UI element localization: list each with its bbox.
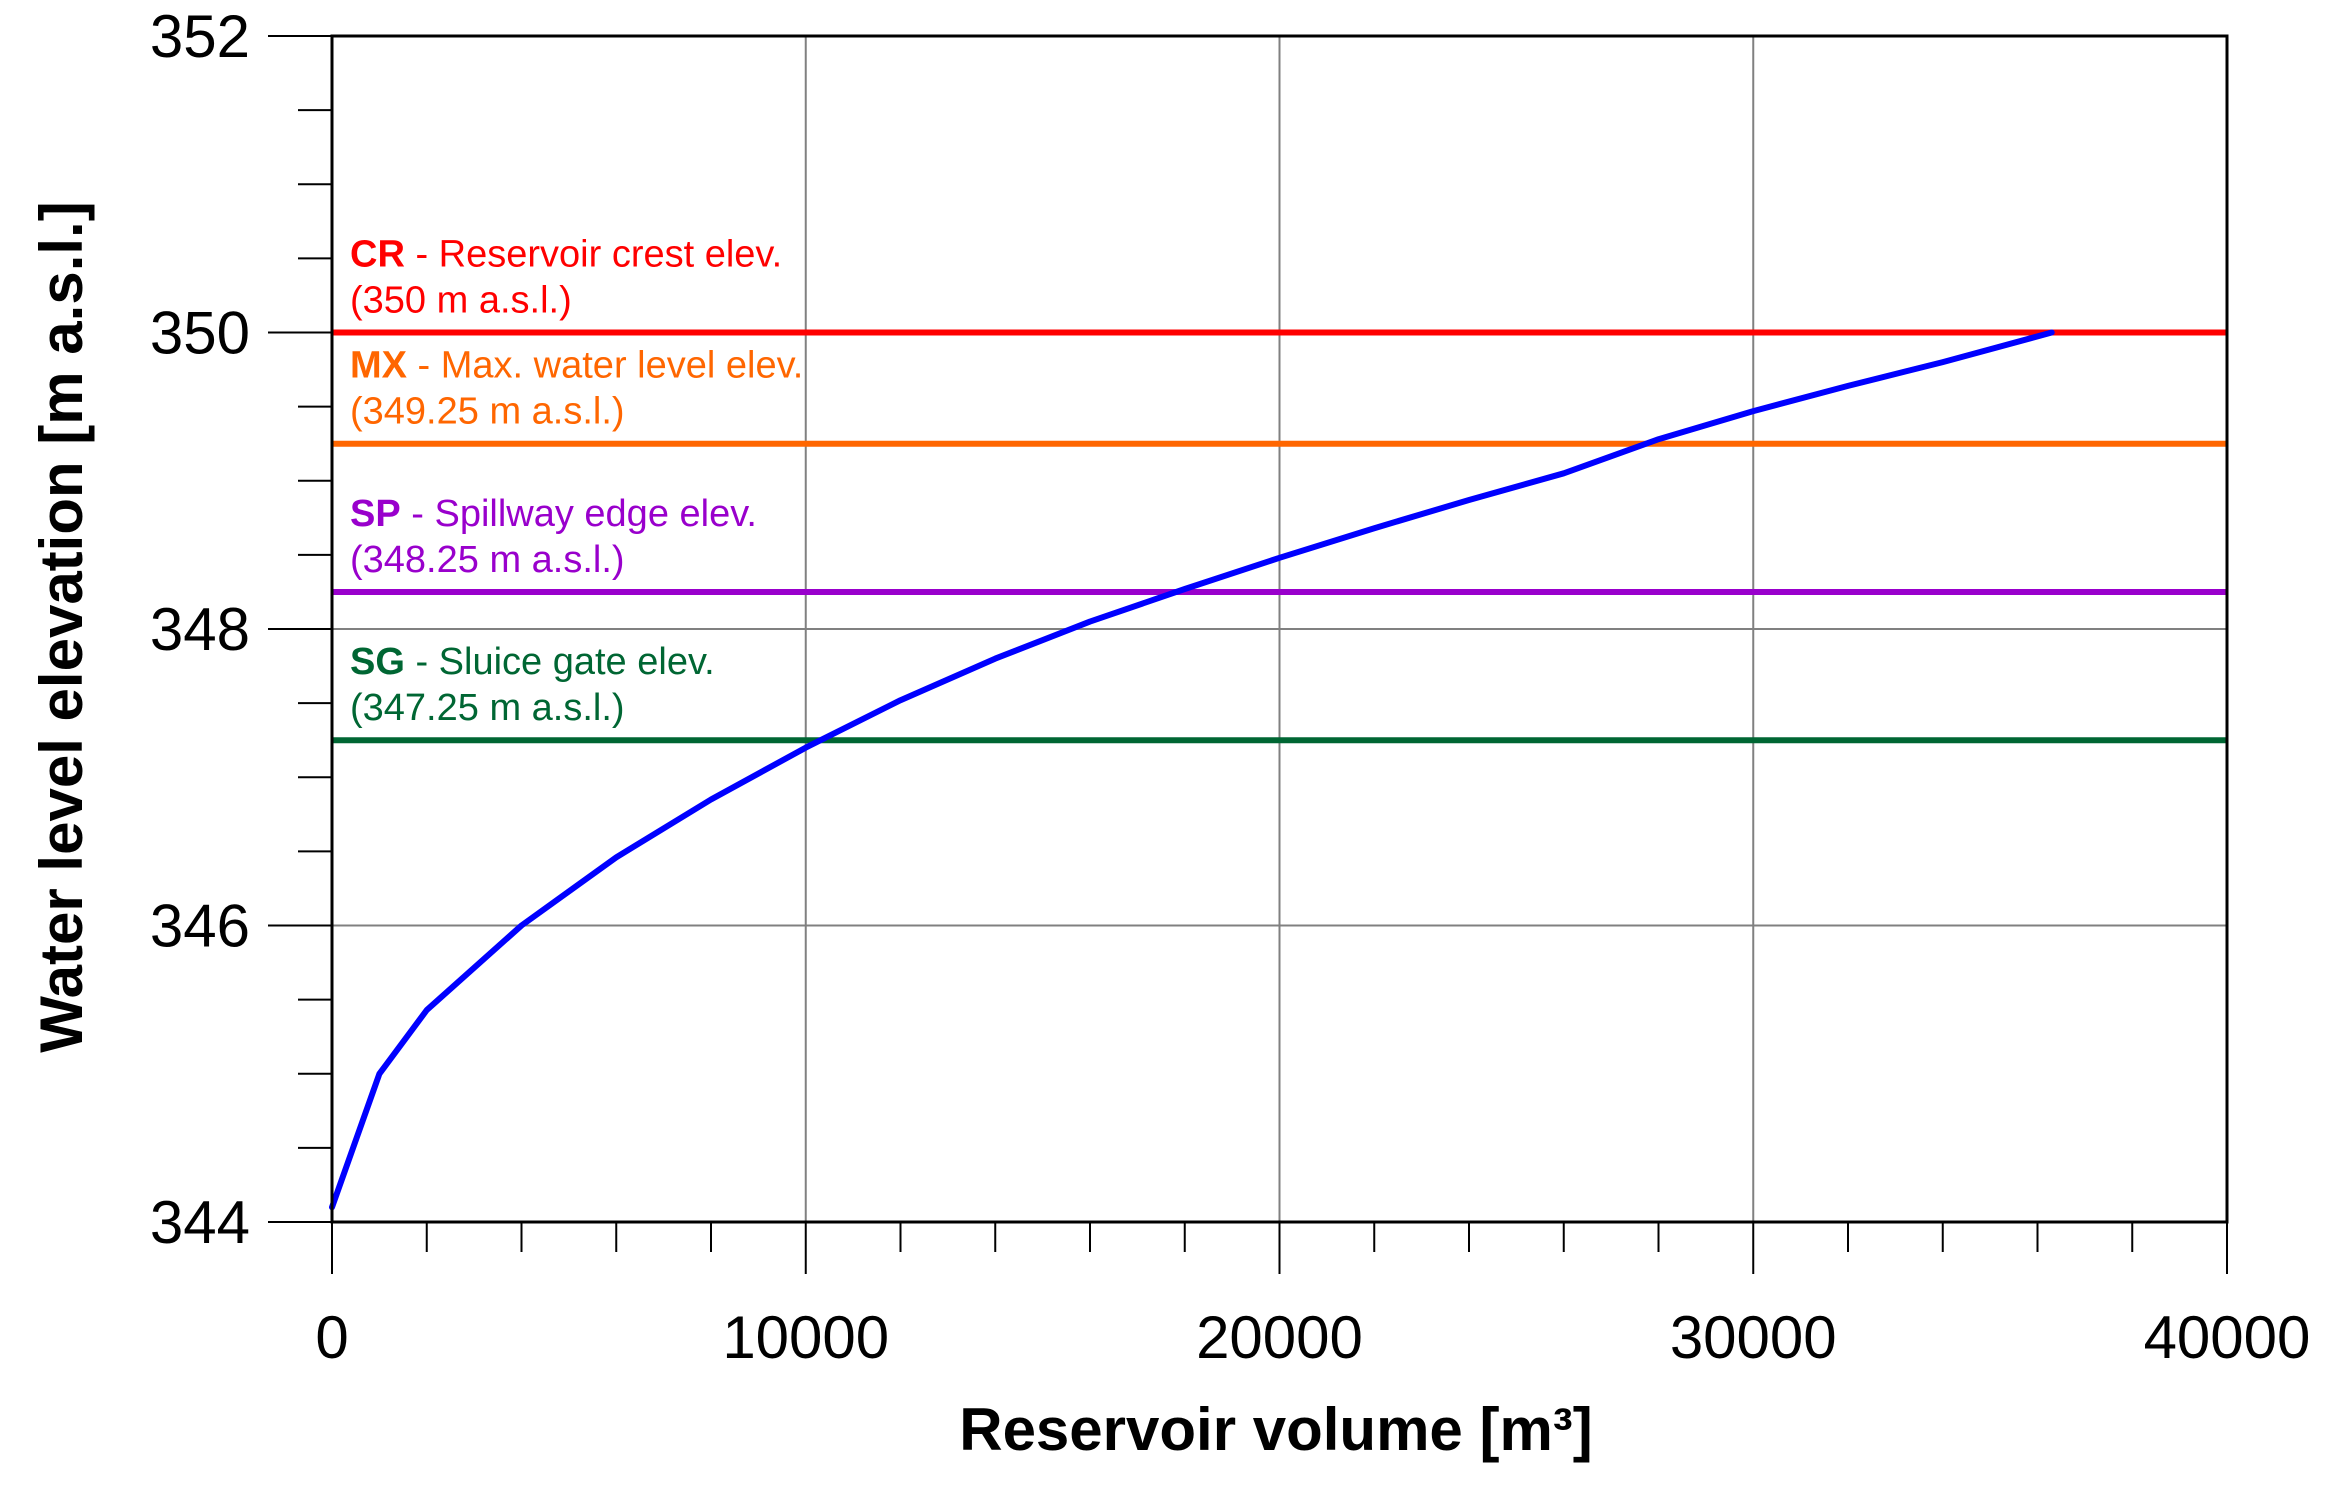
- y-tick-label: 352: [150, 3, 250, 70]
- x-axis-title: Reservoir volume [m³]: [959, 1396, 1593, 1463]
- reference-code-sg: SG: [350, 641, 405, 683]
- grid: [332, 36, 2227, 1222]
- reference-detail-cr: (350 m a.s.l.): [350, 280, 572, 322]
- reference-name-cr: - Reservoir crest elev.: [405, 234, 782, 276]
- y-tick-label: 344: [150, 1189, 250, 1256]
- reference-detail-sg: (347.25 m a.s.l.): [350, 687, 625, 729]
- reference-code-mx: MX: [350, 345, 408, 387]
- ticks: 344 346 348 350 352 0 10000 20000 30000 40000: [150, 3, 2311, 1371]
- reference-label-sg: SG - Sluice gate elev.: [350, 641, 715, 683]
- y-tick-label: 348: [150, 596, 250, 663]
- reference-label-cr: CR - Reservoir crest elev.: [350, 234, 782, 276]
- reference-label-sp: SP - Spillway edge elev.: [350, 493, 757, 535]
- y-tick-label: 350: [150, 300, 250, 367]
- reference-name-sg: - Sluice gate elev.: [405, 641, 715, 683]
- x-tick-label: 20000: [1196, 1304, 1363, 1371]
- x-tick-label: 30000: [1670, 1304, 1837, 1371]
- reference-name-sp: - Spillway edge elev.: [401, 493, 757, 535]
- y-axis-title: Water level elevation [m a.s.l.]: [28, 201, 95, 1052]
- reference-label-mx: MX - Max. water level elev.: [350, 345, 803, 387]
- x-tick-label: 10000: [722, 1304, 889, 1371]
- series-line: [329, 329, 2055, 1211]
- y-tick-label: 346: [150, 893, 250, 960]
- data-series: [329, 329, 2055, 1211]
- reference-lines: [332, 329, 2227, 744]
- reference-labels: CR - Reservoir crest elev.(350 m a.s.l.)…: [350, 234, 803, 730]
- reference-code-cr: CR: [350, 234, 405, 276]
- x-tick-label: 40000: [2144, 1304, 2311, 1371]
- reference-detail-sp: (348.25 m a.s.l.): [350, 539, 625, 581]
- reference-name-mx: - Max. water level elev.: [407, 345, 803, 387]
- x-tick-label: 0: [315, 1304, 348, 1371]
- reference-code-sp: SP: [350, 493, 401, 535]
- reference-detail-mx: (349.25 m a.s.l.): [350, 391, 625, 433]
